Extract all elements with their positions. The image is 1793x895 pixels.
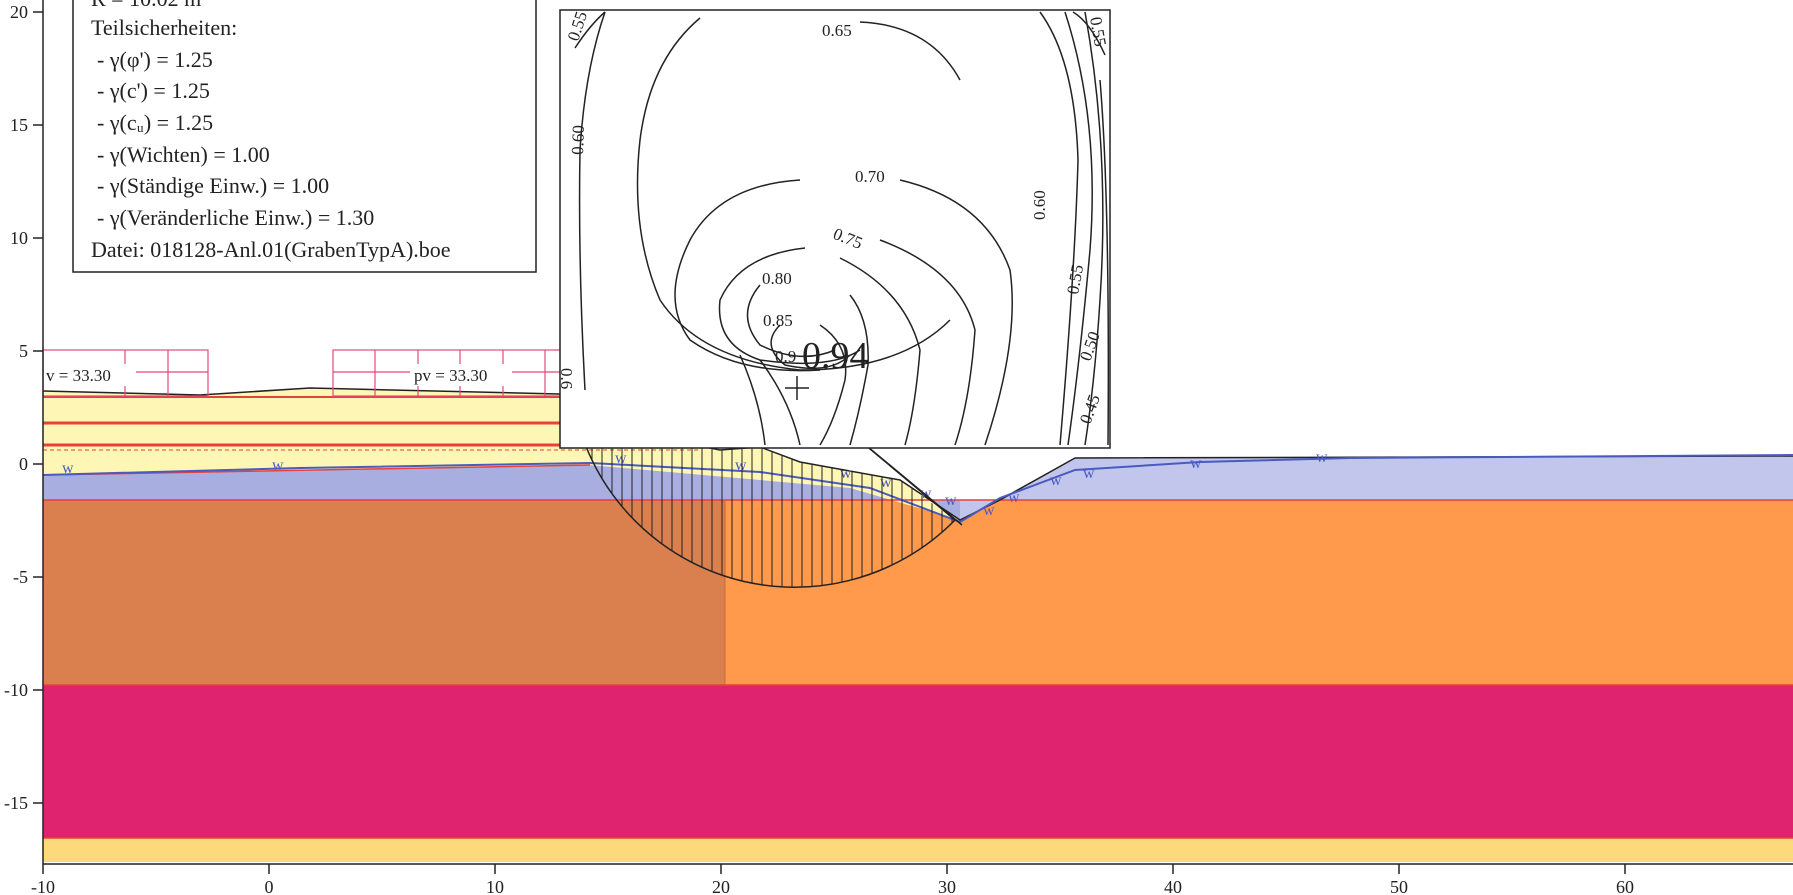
legend-radius: R = 10.02 m (91, 0, 201, 11)
soil-layers (43, 388, 1793, 862)
contour-label: 0.6 (557, 368, 576, 389)
contour-label: 0.85 (763, 311, 793, 330)
water-marker: w (1050, 472, 1062, 489)
contour-label: 0.80 (762, 269, 792, 288)
contour-label: 0.60 (1030, 190, 1049, 220)
x-tick-label: 60 (1616, 877, 1634, 895)
contour-label: 0.9 (775, 347, 796, 366)
contour-label: 0.55 (1063, 263, 1087, 296)
contour-plot: 0.55 0.65 0.55 0.60 0.70 0.75 0.60 0.55 … (557, 9, 1111, 449)
water-marker: w (1316, 449, 1328, 466)
x-tick-label: -10 (31, 877, 55, 895)
water-marker: w (62, 460, 74, 477)
y-tick-label: 0 (19, 454, 28, 474)
contour-frame (559, 9, 1111, 449)
contour-label: 0.65 (822, 21, 852, 40)
x-tick-label: 10 (486, 877, 504, 895)
water-marker: w (615, 450, 627, 467)
x-tick-label: 20 (712, 877, 730, 895)
water-marker: w (1083, 465, 1095, 482)
min-safety-factor-label: 0.94 (802, 335, 869, 377)
water-marker: w (272, 457, 284, 474)
slip-circle-arc (571, 394, 956, 588)
y-tick-labels: 20 15 10 5 0 -5 -10 -15 (4, 2, 28, 813)
legend-line: - γ(cᵤ) = 1.25 (97, 110, 213, 135)
water-marker: w (1190, 455, 1202, 472)
load-label-right: pv = 33.30 (414, 366, 487, 385)
water-marker: w (983, 502, 995, 519)
contour-label: 0.55 (1086, 15, 1110, 48)
water-layer-right (960, 456, 1793, 520)
water-marker: w (945, 492, 957, 509)
y-tick-label: -10 (4, 680, 28, 700)
load-labels: v = 33.30 pv = 33.30 (44, 364, 512, 386)
y-tick-label: -5 (13, 567, 28, 587)
y-tick-label: -15 (4, 793, 28, 813)
water-marker: w (1008, 489, 1020, 506)
contour-label: 0.60 (568, 125, 588, 155)
y-tick-label: 20 (10, 2, 28, 22)
legend-line: - γ(φ') = 1.25 (97, 47, 213, 72)
y-tick-label: 10 (10, 228, 28, 248)
y-tick-label: 5 (19, 341, 28, 361)
axes (33, 0, 1793, 874)
legend-line: - γ(Wichten) = 1.00 (97, 142, 270, 167)
contour-center-marker (785, 376, 809, 400)
legend-heading: Teilsicherheiten: (91, 15, 237, 40)
water-marker: w (880, 474, 892, 491)
clay-layer-right (725, 500, 1793, 685)
contour-label: 0.70 (855, 167, 885, 186)
x-tick-label: 0 (265, 877, 274, 895)
water-marker: w (735, 457, 747, 474)
load-label-left: v = 33.30 (46, 366, 111, 385)
x-tick-labels: -10 0 10 20 30 40 50 60 (31, 877, 1634, 895)
x-tick-label: 40 (1164, 877, 1182, 895)
x-tick-label: 50 (1390, 877, 1408, 895)
base-layer (43, 838, 1793, 862)
water-table-line (42, 454, 1793, 524)
legend-file: Datei: 018128-Anl.01(GrabenTypA).boe (91, 237, 451, 262)
water-marker: w (840, 465, 852, 482)
legend-line: - γ(Ständige Einw.) = 1.00 (97, 173, 329, 198)
fill-layer (43, 388, 960, 520)
y-tick-label: 15 (10, 115, 28, 135)
clay-layer-left (43, 500, 725, 685)
marl-layer (43, 685, 1793, 838)
water-layer-left (43, 465, 960, 520)
legend-box: R = 10.02 m Teilsicherheiten: - γ(φ') = … (72, 0, 537, 273)
legend-line: - γ(c') = 1.25 (97, 78, 210, 103)
x-tick-label: 30 (938, 877, 956, 895)
legend-line: - γ(Veränderliche Einw.) = 1.30 (97, 205, 374, 230)
